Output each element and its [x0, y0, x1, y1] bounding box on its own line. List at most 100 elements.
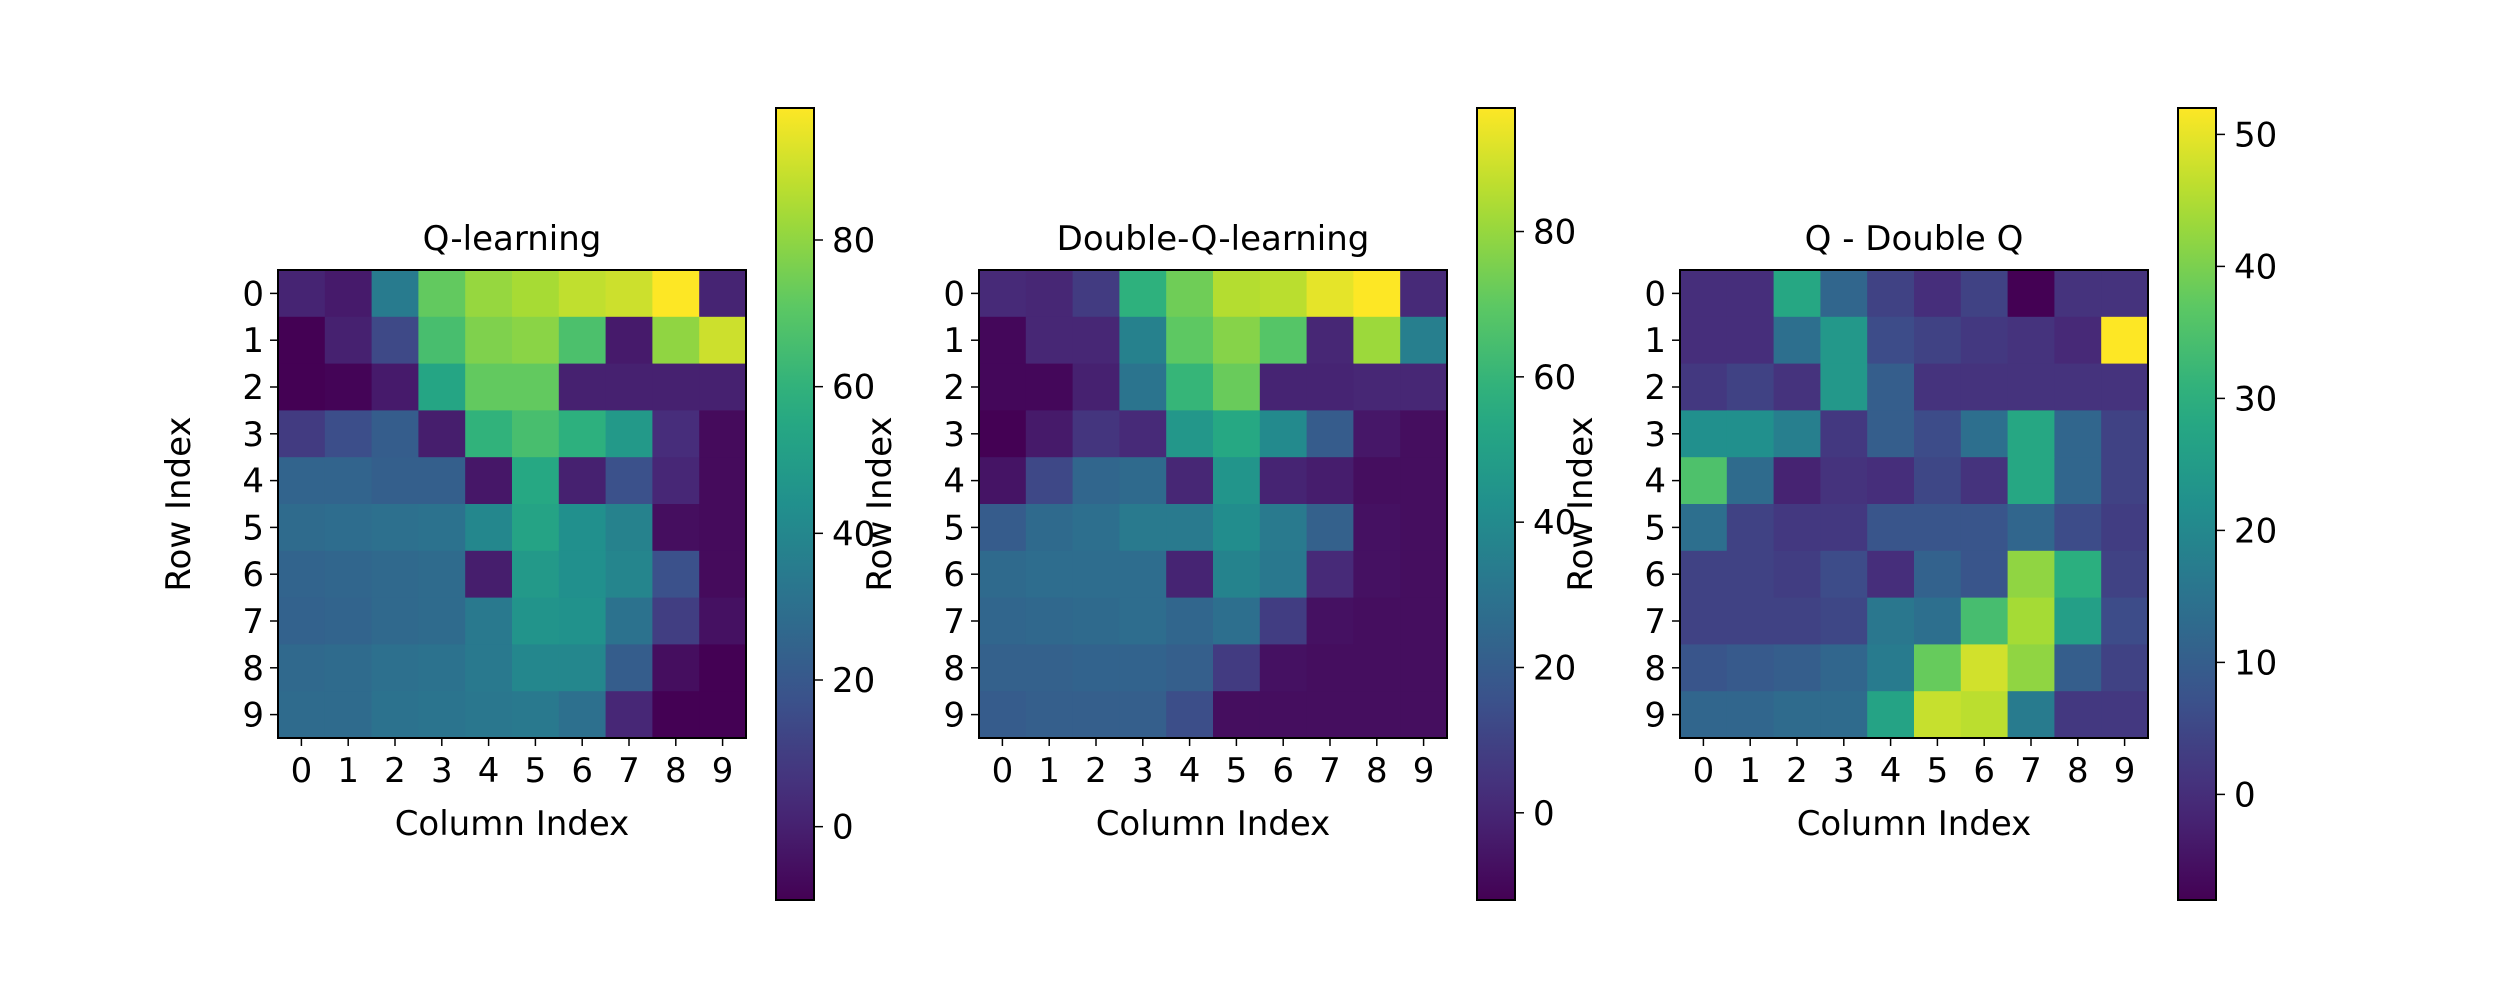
heatmap-cell: [2054, 504, 2102, 552]
heatmap-cell: [465, 316, 513, 365]
heatmap-cell: [1166, 597, 1214, 645]
heatmap-cell: [2101, 270, 2149, 318]
heatmap-cell: [1166, 270, 1214, 318]
heatmap-cell: [1072, 597, 1120, 645]
x-tick-label: 0: [1693, 751, 1715, 791]
heatmap-cell: [1773, 597, 1821, 645]
heatmap-cell: [1306, 410, 1354, 458]
heatmap-cell: [1259, 691, 1308, 739]
heatmap-cell: [1960, 691, 2009, 739]
heatmap-cell: [371, 597, 419, 645]
heatmap-cell: [652, 550, 700, 599]
heatmap-cell: [2101, 550, 2149, 599]
heatmap-cell: [1353, 644, 1401, 692]
y-tick-label: 8: [1644, 649, 1666, 689]
heatmap-cell: [1025, 504, 1074, 552]
heatmap-cell: [512, 270, 560, 318]
heatmap-frame: [1679, 269, 2149, 739]
heatmap-cell: [1773, 550, 1821, 599]
colorbar-tick-label: 0: [1533, 794, 1555, 834]
heatmap-cell: [324, 457, 373, 505]
heatmap-cell: [371, 457, 419, 505]
heatmap-cell: [1960, 504, 2009, 552]
heatmap-cell: [652, 504, 700, 552]
heatmap-cell: [1166, 644, 1214, 692]
colorbar-tick-label: 30: [2234, 379, 2277, 419]
heatmap-cell: [652, 644, 700, 692]
heatmap-cell: [1726, 691, 1775, 739]
heatmap-cell: [1353, 550, 1401, 599]
colorbar-tick-label: 10: [2234, 643, 2277, 683]
heatmap-cell: [1680, 457, 1728, 505]
heatmap-cell: [1400, 597, 1448, 645]
heatmap-cell: [1353, 316, 1401, 365]
y-tick-label: 3: [242, 415, 264, 455]
heatmap-cell: [278, 363, 326, 411]
heatmap-cell: [324, 504, 373, 552]
heatmap-cell: [1773, 316, 1821, 365]
heatmap-cell: [652, 363, 700, 411]
heatmap-cell: [371, 644, 419, 692]
heatmap-cell: [1259, 644, 1308, 692]
heatmap-cell: [1353, 691, 1401, 739]
heatmap-cell: [465, 457, 513, 505]
heatmap-frame: [978, 269, 1448, 739]
heatmap-cell: [1820, 410, 1868, 458]
y-tick-label: 4: [943, 462, 965, 502]
heatmap-cell: [1867, 504, 1915, 552]
y-tick-label: 7: [943, 602, 965, 642]
heatmap-cell: [1773, 644, 1821, 692]
heatmap-cell: [605, 457, 653, 505]
y-tick-label: 9: [1644, 696, 1666, 736]
heatmap-cell: [558, 363, 607, 411]
heatmap-cell: [2054, 270, 2102, 318]
heatmap-cell: [1119, 504, 1167, 552]
heatmap-cell: [979, 504, 1027, 552]
heatmap-cell: [652, 597, 700, 645]
heatmap-cell: [605, 504, 653, 552]
heatmap-cell: [465, 410, 513, 458]
x-tick-label: 3: [1833, 751, 1855, 791]
heatmap-cell: [1353, 504, 1401, 552]
heatmap-cell: [2101, 457, 2149, 505]
heatmap-cell: [1259, 410, 1308, 458]
heatmap-cell: [1400, 457, 1448, 505]
x-tick-label: 0: [291, 751, 313, 791]
heatmap-cell: [2007, 550, 2055, 599]
heatmap-cell: [1680, 597, 1728, 645]
heatmap-cell: [605, 691, 653, 739]
heatmap-cell: [278, 550, 326, 599]
heatmap-cell: [465, 504, 513, 552]
heatmap-cell: [1867, 597, 1915, 645]
heatmap-cell: [1960, 597, 2009, 645]
heatmap-cell: [371, 410, 419, 458]
heatmap-cell: [1025, 363, 1074, 411]
heatmap-cell: [558, 644, 607, 692]
heatmap-cell: [1400, 550, 1448, 599]
heatmap-cell: [1726, 550, 1775, 599]
heatmap-cell: [2101, 410, 2149, 458]
x-tick-label: 5: [1927, 751, 1949, 791]
heatmap-title: Q - Double Q: [1805, 219, 2024, 259]
y-axis-label: Row Index: [860, 416, 900, 591]
heatmap-cell: [418, 504, 466, 552]
colorbar-tick-label: 20: [832, 661, 875, 701]
heatmap-cell: [1867, 644, 1915, 692]
heatmap-cell: [1773, 270, 1821, 318]
heatmap-cell: [1025, 597, 1074, 645]
y-tick-label: 4: [1644, 462, 1666, 502]
heatmap-cell: [1680, 504, 1728, 552]
heatmap-cell: [1119, 691, 1167, 739]
heatmap-cell: [1119, 410, 1167, 458]
heatmap-cell: [605, 644, 653, 692]
heatmap-cell: [278, 410, 326, 458]
heatmap-cell: [1306, 550, 1354, 599]
heatmap-cell: [979, 644, 1027, 692]
heatmap-cell: [1400, 316, 1448, 365]
heatmap-cell: [371, 691, 419, 739]
heatmap-cell: [465, 691, 513, 739]
x-tick-label: 5: [525, 751, 547, 791]
heatmap-title: Double-Q-learning: [1057, 219, 1370, 259]
heatmap-cell: [512, 691, 560, 739]
heatmap-cell: [278, 457, 326, 505]
